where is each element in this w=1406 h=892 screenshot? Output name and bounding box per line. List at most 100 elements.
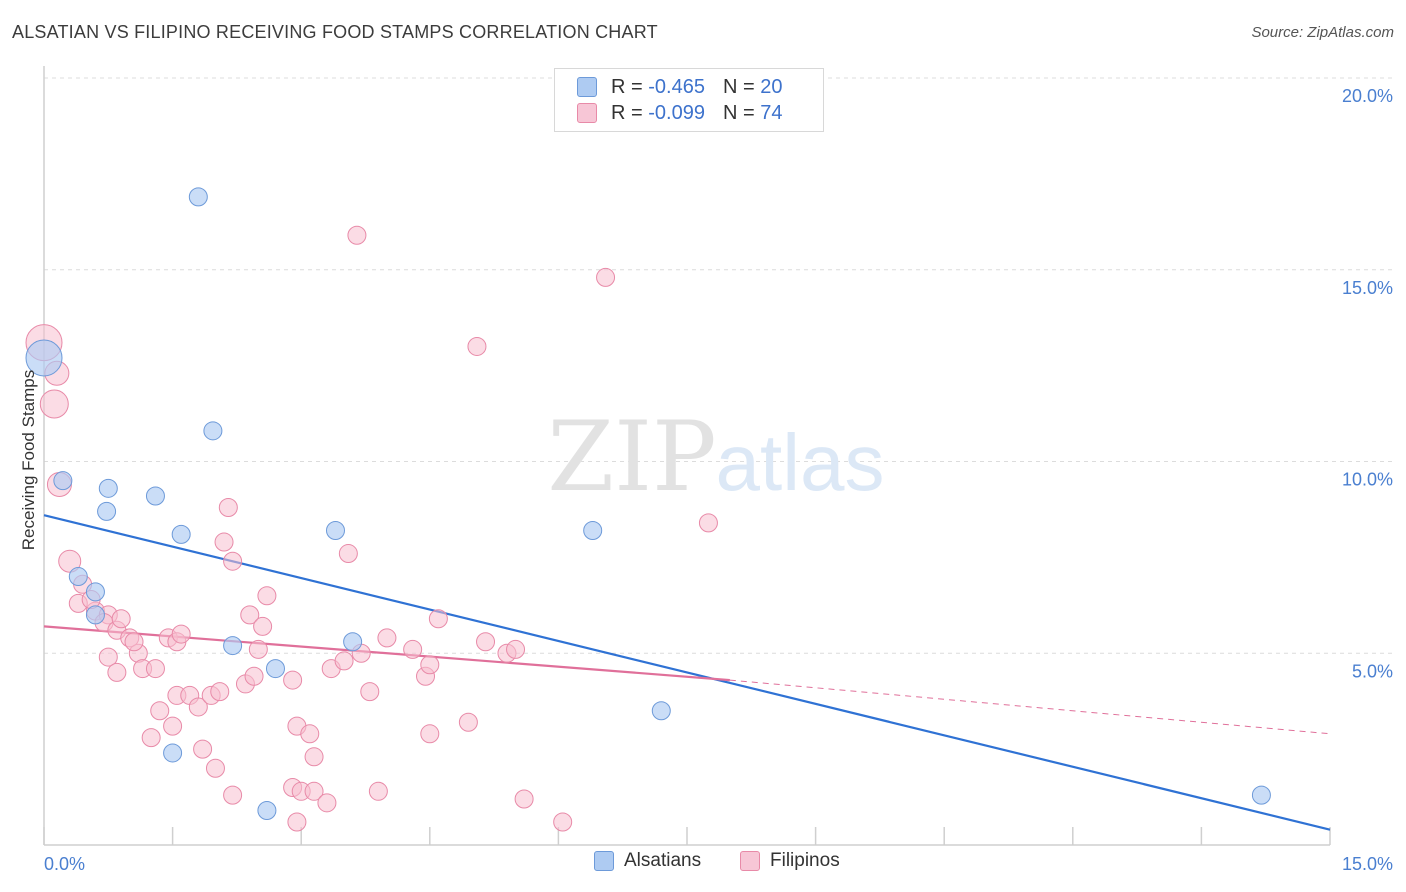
alsatian-point bbox=[85, 582, 105, 602]
filipino-point bbox=[107, 662, 127, 682]
alsatian-point bbox=[651, 701, 671, 721]
axes bbox=[43, 66, 1331, 846]
bottom-legend-alsatians: Alsatians bbox=[594, 850, 701, 872]
filipino-point bbox=[368, 781, 388, 801]
y-tick-label: 15.0% bbox=[1342, 278, 1393, 298]
filipino-point bbox=[420, 724, 440, 744]
alsatian-point bbox=[265, 659, 285, 679]
filipino-point bbox=[223, 785, 243, 805]
legend-r-value: -0.465 bbox=[648, 75, 705, 98]
filipino-point bbox=[420, 655, 440, 675]
alsatian-point bbox=[203, 421, 223, 441]
filipino-point bbox=[283, 670, 303, 690]
alsatian-swatch bbox=[577, 77, 597, 97]
filipino-point bbox=[218, 498, 238, 518]
watermark-zip: ZIP bbox=[547, 401, 716, 513]
filipino-point bbox=[304, 747, 324, 767]
filipino-point bbox=[214, 532, 234, 552]
filipino-point bbox=[506, 639, 526, 659]
legend-r-label: R = bbox=[611, 101, 643, 124]
filipino-point bbox=[334, 651, 354, 671]
alsatian-point bbox=[257, 800, 277, 820]
filipino-point bbox=[58, 549, 82, 573]
filipino-point bbox=[360, 682, 380, 702]
filipino-point bbox=[514, 789, 534, 809]
filipino-point bbox=[257, 586, 277, 606]
filipino-swatch bbox=[577, 103, 597, 123]
legend-row-filipinos: R = -0.099 N = 74 bbox=[577, 101, 782, 125]
filipino-point bbox=[171, 624, 191, 644]
alsatian-point bbox=[223, 636, 243, 656]
data-points bbox=[25, 187, 1271, 832]
filipino-point bbox=[150, 701, 170, 721]
legend-r-label: R = bbox=[611, 75, 643, 98]
filipino-point bbox=[377, 628, 397, 648]
filipino-point bbox=[287, 812, 307, 832]
alsatian-point bbox=[163, 743, 183, 763]
filipino-point bbox=[304, 781, 324, 801]
y-tick-label: 20.0% bbox=[1342, 86, 1393, 106]
filipino-swatch bbox=[740, 851, 760, 871]
legend-row-alsatians: R = -0.465 N = 20 bbox=[577, 75, 782, 99]
filipino-point bbox=[188, 697, 208, 717]
filipino-point bbox=[476, 632, 496, 652]
filipino-point bbox=[458, 712, 478, 732]
legend-n-value: 74 bbox=[760, 101, 783, 124]
filipino-point bbox=[347, 225, 367, 245]
y-tick-label: 5.0% bbox=[1352, 661, 1393, 681]
filipino-point bbox=[205, 758, 225, 778]
alsatian-point bbox=[98, 478, 118, 498]
tick-labels: 5.0% 10.0% 15.0% 20.0% 0.0% 15.0% bbox=[44, 86, 1393, 874]
alsatian-point bbox=[68, 567, 88, 587]
filipino-trend-line bbox=[43, 625, 730, 682]
filipino-point bbox=[124, 632, 144, 652]
source-label: Source: ZipAtlas.com bbox=[1251, 24, 1394, 41]
watermark: ZIP atlas bbox=[547, 401, 884, 513]
alsatian-point bbox=[25, 339, 63, 377]
legend-n-label: N = bbox=[722, 75, 755, 98]
filipino-point bbox=[338, 544, 358, 564]
alsatian-swatch bbox=[594, 851, 614, 871]
alsatian-point bbox=[171, 524, 191, 544]
filipino-point bbox=[145, 659, 165, 679]
alsatian-point bbox=[188, 187, 208, 207]
filipino-point bbox=[300, 724, 320, 744]
alsatian-point bbox=[343, 632, 363, 652]
filipino-point bbox=[240, 605, 260, 625]
x-tick-label: 0.0% bbox=[44, 854, 85, 874]
alsatian-point bbox=[85, 605, 105, 625]
filipino-point bbox=[141, 728, 161, 748]
filipino-point bbox=[403, 639, 423, 659]
filipino-point bbox=[39, 389, 69, 419]
filipino-point bbox=[253, 616, 273, 636]
filipino-point bbox=[553, 812, 573, 832]
filipino-point bbox=[596, 267, 616, 287]
alsatian-point bbox=[1251, 785, 1271, 805]
legend-n-value: 20 bbox=[760, 75, 783, 98]
filipino-point bbox=[467, 336, 487, 356]
alsatian-point bbox=[583, 521, 603, 541]
bottom-legend-label: Filipinos bbox=[770, 850, 840, 871]
alsatian-point bbox=[325, 521, 345, 541]
filipino-trend-extension bbox=[729, 679, 1331, 735]
alsatian-point bbox=[53, 471, 73, 491]
filipino-point bbox=[193, 739, 213, 759]
watermark-atlas: atlas bbox=[716, 418, 885, 507]
alsatian-point bbox=[145, 486, 165, 506]
filipino-point bbox=[223, 551, 243, 571]
trend-lines bbox=[43, 514, 1331, 831]
legend: R = -0.465 N = 20 R = -0.099 N = 74 bbox=[554, 68, 824, 132]
bottom-legend-filipinos: Filipinos bbox=[740, 850, 840, 872]
filipino-point bbox=[428, 609, 448, 629]
filipino-point bbox=[111, 609, 131, 629]
alsatian-point bbox=[97, 501, 117, 521]
chart-title: ALSATIAN VS FILIPINO RECEIVING FOOD STAM… bbox=[12, 22, 658, 42]
grid-lines bbox=[44, 77, 1395, 654]
filipino-point bbox=[98, 647, 118, 667]
filipino-point bbox=[698, 513, 718, 533]
filipino-point bbox=[163, 716, 183, 736]
bottom-legend-label: Alsatians bbox=[624, 850, 702, 871]
filipino-point bbox=[317, 793, 337, 813]
filipino-point bbox=[248, 639, 268, 659]
